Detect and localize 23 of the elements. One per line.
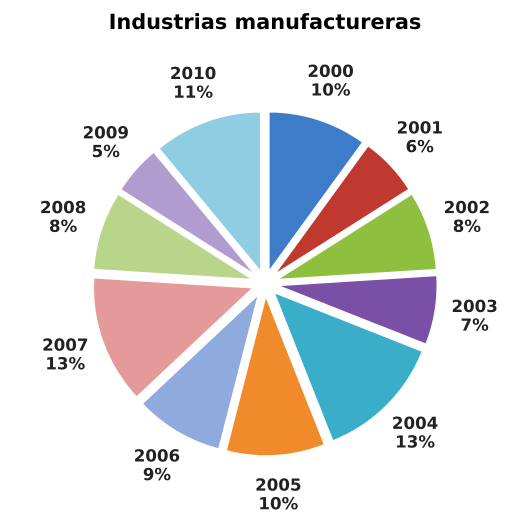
slice-label: 2003 xyxy=(452,300,497,312)
data-label: 10% xyxy=(260,496,298,510)
data-label: 6% xyxy=(406,140,434,152)
chart-title: Industrias manufactureras xyxy=(110,13,420,30)
slice-label: 2009 xyxy=(84,126,128,139)
data-label: 8% xyxy=(50,219,77,232)
data-label: 5% xyxy=(92,144,120,158)
data-label: 13% xyxy=(47,356,85,370)
slice-label: 2002 xyxy=(445,200,489,214)
slice-label: 2000 xyxy=(308,64,353,78)
slice-label: 2005 xyxy=(256,478,300,491)
data-label: 7% xyxy=(462,318,488,331)
data-label: 11% xyxy=(175,85,213,98)
slice-label: 2010 xyxy=(171,66,216,80)
data-label: 8% xyxy=(454,219,480,232)
data-label: 13% xyxy=(397,435,435,448)
slice-label: 2004 xyxy=(393,416,438,430)
data-label: 10% xyxy=(312,83,350,96)
slice-label: 2001 xyxy=(398,121,442,134)
data-label: 9% xyxy=(144,468,171,480)
slice-label: 2007 xyxy=(43,338,88,351)
slice-label: 2006 xyxy=(135,449,180,462)
slice-label: 2008 xyxy=(41,200,86,214)
